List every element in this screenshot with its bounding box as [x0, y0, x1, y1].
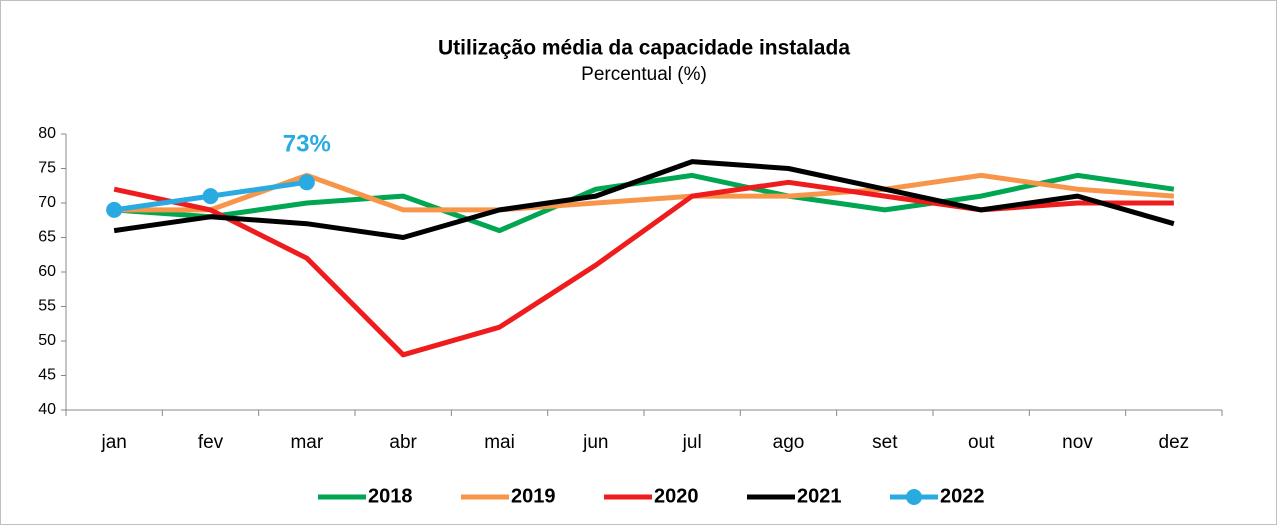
x-tick-label: mai	[484, 432, 515, 453]
legend-label: 2022	[940, 485, 985, 507]
y-tick-label: 65	[38, 229, 56, 246]
y-tick-label: 70	[38, 194, 56, 211]
chart-subtitle: Percentual (%)	[581, 64, 707, 85]
x-tick-label: out	[968, 432, 995, 453]
x-tick-label: jun	[582, 432, 608, 453]
legend-label: 2019	[511, 485, 556, 507]
point	[202, 188, 219, 205]
x-tick-label: jan	[100, 432, 126, 453]
y-tick-label: 40	[38, 401, 56, 418]
y-tick-label: 60	[38, 263, 56, 280]
x-tick-label: set	[872, 432, 898, 453]
y-tick-label: 45	[38, 367, 56, 384]
x-tick-label: jul	[682, 432, 702, 453]
x-tick-label: fev	[198, 432, 224, 453]
point	[106, 201, 123, 218]
line-2018	[113, 172, 1175, 234]
line-2021	[113, 159, 1175, 240]
legend-marker	[906, 489, 922, 505]
chart-title: Utilização média da capacidade instalada	[438, 37, 850, 60]
data-label: 73%	[283, 131, 331, 158]
y-tick-label: 55	[38, 298, 56, 315]
x-tick-label: mar	[290, 432, 323, 453]
legend-label: 2018	[368, 485, 413, 507]
legend-label: 2021	[797, 485, 842, 507]
y-tick-label: 80	[38, 125, 56, 142]
line-2019	[114, 172, 1175, 213]
x-tick-label: abr	[389, 432, 417, 453]
x-tick-label: dez	[1159, 432, 1190, 453]
y-tick-label: 50	[38, 332, 56, 349]
x-tick-label: ago	[773, 432, 805, 453]
point	[298, 174, 315, 191]
y-tick-label: 75	[38, 160, 56, 177]
legend-label: 2020	[654, 485, 699, 507]
x-tick-label: nov	[1062, 432, 1093, 453]
